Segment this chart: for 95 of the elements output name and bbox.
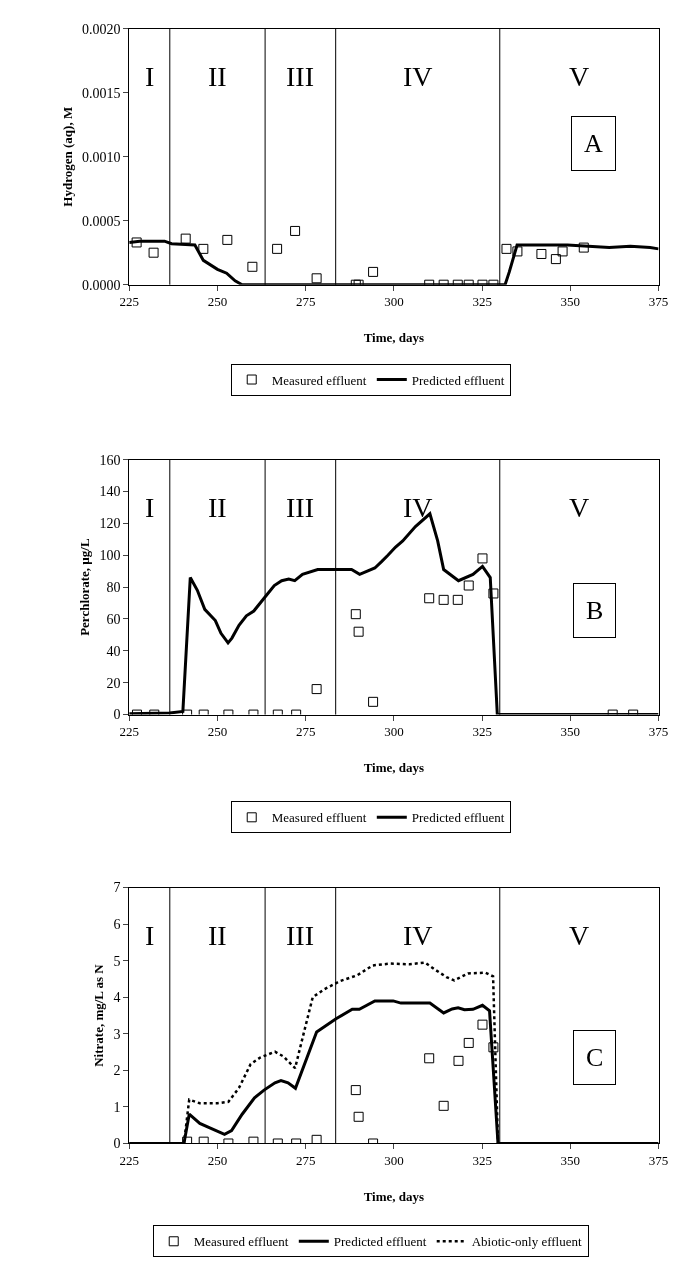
x-tick-label: 375 xyxy=(648,294,669,310)
annotation: A xyxy=(584,129,603,158)
point xyxy=(311,1134,322,1144)
x-tick-label: 275 xyxy=(295,724,316,740)
x-tick-label: 225 xyxy=(119,1153,139,1169)
point xyxy=(453,1055,464,1066)
y-axis-title: Perchlorate, µg/L xyxy=(77,538,93,636)
legend-label: Measured effluent xyxy=(271,372,367,388)
point xyxy=(463,580,474,591)
y-tick-label: 120 xyxy=(99,516,121,532)
point xyxy=(463,1037,474,1048)
point xyxy=(350,1085,361,1096)
annotation: C xyxy=(586,1043,604,1072)
point xyxy=(198,1136,209,1144)
x-tick-label: 375 xyxy=(648,724,669,740)
y-tick-label: 7 xyxy=(113,880,121,896)
y-tick-label: 80 xyxy=(106,580,121,595)
point xyxy=(248,1136,259,1144)
x-tick-label: 350 xyxy=(560,724,581,740)
x-tick-label: 350 xyxy=(560,294,581,310)
annotation: II xyxy=(208,492,227,523)
legend-label: Measured effluent xyxy=(193,1234,289,1250)
annotation: III xyxy=(286,61,314,92)
annotation: B xyxy=(586,596,604,625)
point xyxy=(477,1019,488,1030)
x-axis-title: Time, days xyxy=(363,759,425,775)
y-tick-label: 6 xyxy=(113,917,121,932)
y-tick-label: 140 xyxy=(99,484,121,500)
x-tick-label: 300 xyxy=(384,724,404,740)
y-tick-label: 0 xyxy=(113,1136,121,1152)
x-tick-label: 300 xyxy=(384,1153,404,1169)
point xyxy=(488,588,499,599)
x-tick-label: 375 xyxy=(648,1153,669,1169)
legend-label: Predicted effluent xyxy=(333,1234,427,1250)
point xyxy=(438,594,449,605)
x-tick-label: 275 xyxy=(295,1153,316,1169)
y-tick-label: 0.0020 xyxy=(81,21,121,37)
y-tick-label: 0 xyxy=(113,707,121,723)
x-tick-label: 325 xyxy=(472,1153,492,1169)
point xyxy=(350,609,361,620)
y-tick-label: 5 xyxy=(113,953,121,969)
y-tick-label: 40 xyxy=(106,643,121,659)
x-tick-label: 275 xyxy=(295,294,316,310)
annotation: II xyxy=(208,920,227,951)
y-axis-title: Hydrogen (aq), M xyxy=(59,106,75,207)
annotation: I xyxy=(145,920,155,951)
point xyxy=(452,594,463,605)
y-tick-label: 20 xyxy=(106,675,121,691)
y-tick-label: 0.0000 xyxy=(81,277,121,293)
x-tick-label: 250 xyxy=(207,724,228,740)
x-tick-label: 225 xyxy=(119,294,139,310)
annotation: V xyxy=(569,492,590,523)
annotation: V xyxy=(569,61,590,92)
y-tick-label: 60 xyxy=(106,611,121,627)
y-tick-label: 1 xyxy=(113,1099,121,1115)
point xyxy=(353,1111,364,1122)
annotation: I xyxy=(145,492,155,523)
x-tick-label: 325 xyxy=(472,294,492,310)
point xyxy=(353,626,364,637)
legend-label: Predicted effluent xyxy=(411,810,505,826)
y-tick-label: 0.0010 xyxy=(81,149,121,165)
y-axis-title: Nitrate, mg/L as N xyxy=(91,963,107,1067)
legend-label: Measured effluent xyxy=(271,810,367,826)
annotation: IV xyxy=(403,920,433,951)
legend-label: Predicted effluent xyxy=(411,372,505,388)
y-tick-label: 2 xyxy=(113,1063,121,1079)
annotation: II xyxy=(208,61,227,92)
legend-label: Abiotic-only effluent xyxy=(471,1234,582,1250)
y-tick-label: 4 xyxy=(113,990,121,1006)
y-tick-label: 0.0015 xyxy=(81,85,121,101)
x-tick-label: 250 xyxy=(207,1153,228,1169)
x-axis-title: Time, days xyxy=(363,1188,425,1204)
point xyxy=(438,1100,449,1111)
point xyxy=(488,1042,499,1053)
point xyxy=(424,1053,435,1064)
y-tick-label: 0.0005 xyxy=(81,213,121,229)
annotation: IV xyxy=(403,492,433,523)
annotation: V xyxy=(569,920,590,951)
x-tick-label: 250 xyxy=(207,294,228,310)
y-tick-label: 3 xyxy=(113,1026,121,1042)
annotation: IV xyxy=(403,61,433,92)
x-axis-title: Time, days xyxy=(363,329,425,345)
x-tick-label: 300 xyxy=(384,294,404,310)
x-tick-label: 325 xyxy=(472,724,492,740)
point xyxy=(424,593,435,604)
point xyxy=(477,553,488,564)
point xyxy=(368,696,379,707)
annotation: III xyxy=(286,492,314,523)
x-tick-label: 225 xyxy=(119,724,139,740)
y-tick-label: 100 xyxy=(99,548,121,564)
annotation: I xyxy=(145,61,155,92)
y-tick-label: 160 xyxy=(99,452,121,468)
x-tick-label: 350 xyxy=(560,1153,581,1169)
point xyxy=(182,1136,193,1144)
annotation: III xyxy=(286,920,314,951)
